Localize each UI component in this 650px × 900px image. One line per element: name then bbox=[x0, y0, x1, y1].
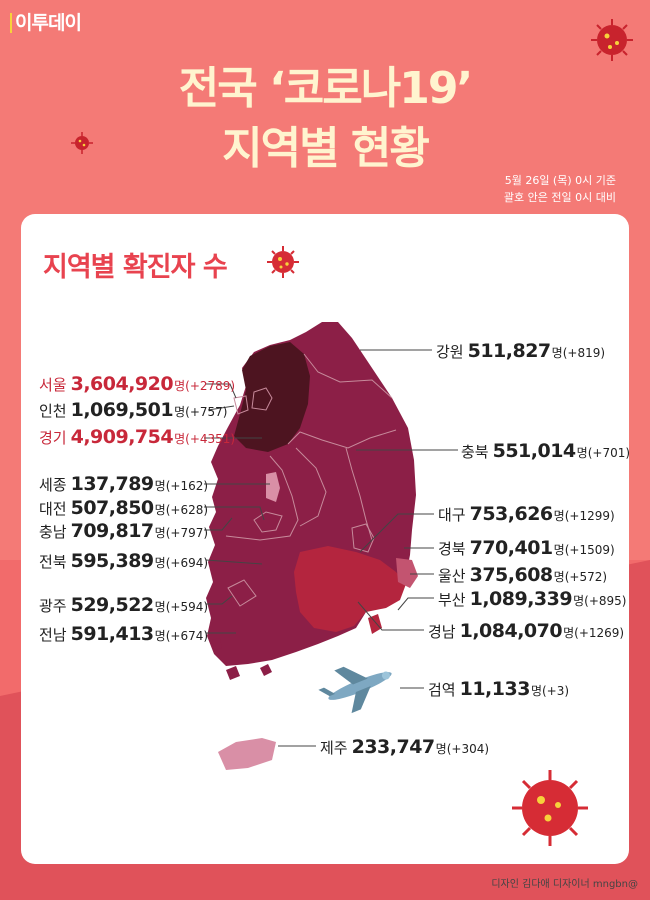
basis-comparison-note: 괄호 안은 전일 0시 대비 bbox=[503, 191, 616, 204]
page-title-line1: 전국 ‘코로나19’ bbox=[178, 63, 473, 114]
designer-credit: 디자인 김다애 디자이너 mngbn@ bbox=[491, 879, 638, 890]
region-label-daegu: 대구 753,626 명 (+1299) bbox=[438, 503, 615, 525]
region-label-jeonnam: 전남 591,413 명 (+674) bbox=[39, 623, 209, 645]
map-seoul bbox=[251, 387, 273, 411]
virus-icon-bottom bbox=[512, 770, 588, 846]
virus-icon-title bbox=[267, 246, 299, 278]
region-label-seoul: 서울 3,604,920 명 (+2789) bbox=[39, 373, 236, 395]
region-label-gyeonggi: 경기 4,909,754 명 (+4351) bbox=[39, 426, 236, 448]
region-label-quarantine: 검역 11,133 명 (+3) bbox=[428, 678, 570, 700]
page-title-line2: 지역별 현황 bbox=[222, 123, 430, 174]
brand-logo[interactable]: 이투데이 bbox=[10, 8, 82, 35]
data-basis-note: 5월 26일 (목) 0시 기준 괄호 안은 전일 0시 대비 bbox=[504, 172, 616, 206]
section-title: 지역별 확진자 수 bbox=[43, 252, 228, 283]
region-label-sejong: 세종 137,789 명 (+162) bbox=[39, 473, 209, 495]
map-borders bbox=[225, 353, 397, 607]
region-label-jeju: 제주 233,747 명 (+304) bbox=[320, 736, 490, 758]
region-label-gwangju: 광주 529,522 명 (+594) bbox=[39, 594, 209, 616]
region-label-gyeongnam: 경남 1,084,070 명 (+1269) bbox=[428, 620, 625, 642]
map-jeju bbox=[218, 738, 276, 770]
region-label-jeonbuk: 전북 595,389 명 (+694) bbox=[39, 550, 209, 572]
region-label-busan: 부산 1,089,339 명 (+895) bbox=[438, 588, 627, 610]
map-islands-sw bbox=[212, 638, 272, 680]
region-label-incheon: 인천 1,069,501 명 (+757) bbox=[39, 399, 228, 421]
map-gyeonggi bbox=[234, 342, 310, 452]
region-label-chungbuk: 충북 551,014 명 (+701) bbox=[461, 440, 631, 462]
map-sejong bbox=[266, 472, 280, 502]
leader-lines bbox=[204, 349, 458, 747]
airplane-icon bbox=[318, 666, 392, 714]
region-label-gangwon: 강원 511,827 명 (+819) bbox=[436, 340, 606, 362]
region-label-daejeon: 대전 507,850 명 (+628) bbox=[39, 497, 209, 519]
map-incheon bbox=[233, 395, 249, 415]
region-label-gyeongbuk: 경북 770,401 명 (+1509) bbox=[438, 537, 615, 559]
virus-icon-top-right bbox=[591, 19, 633, 61]
map-ulsan bbox=[396, 558, 418, 588]
map-gyeongnam bbox=[294, 546, 406, 632]
basis-date: 5월 26일 (목) 0시 기준 bbox=[504, 174, 616, 187]
virus-icon-top-left bbox=[71, 132, 93, 154]
map-island-geoje bbox=[368, 614, 382, 634]
region-label-ulsan: 울산 375,608 명 (+572) bbox=[438, 564, 608, 586]
region-label-chungnam: 충남 709,817 명 (+797) bbox=[39, 520, 209, 542]
